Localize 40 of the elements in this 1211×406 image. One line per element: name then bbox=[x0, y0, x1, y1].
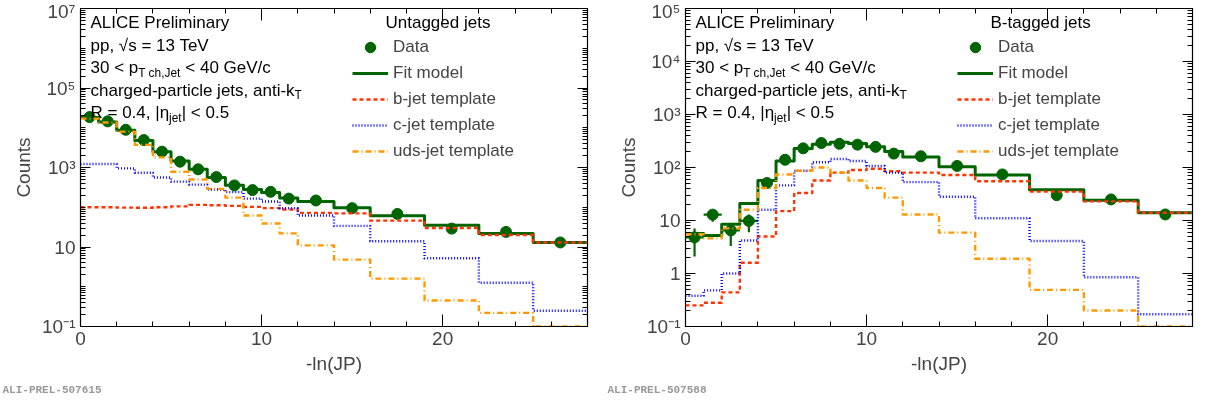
x-tick-label: 0 bbox=[75, 327, 86, 349]
text: ALI-PREL-507588 bbox=[607, 383, 707, 396]
y-tick-label: 10³ bbox=[48, 157, 76, 178]
legend-label: b-jet template bbox=[998, 89, 1101, 109]
legend-label: uds-jet template bbox=[393, 141, 514, 161]
x-tick-label: 20 bbox=[1037, 327, 1059, 349]
y-tick-label: 10² bbox=[653, 157, 681, 178]
y-tick-label: 10⁵ bbox=[46, 77, 76, 99]
y-tick-label: 10⁻¹ bbox=[42, 316, 76, 337]
x-tick-label: 20 bbox=[432, 327, 454, 349]
legend-label: Data bbox=[393, 37, 429, 57]
x-tick-label: 10 bbox=[251, 327, 273, 349]
annotation: Untagged jets bbox=[385, 13, 491, 32]
y-tick-label: 10⁴ bbox=[651, 51, 681, 72]
annotation: pp, √s = 13 TeV bbox=[90, 35, 210, 55]
y-tick-label: 10 bbox=[54, 236, 76, 258]
x-axis-title: -ln(JP) bbox=[911, 352, 967, 374]
y-axis-title: Counts bbox=[13, 137, 35, 198]
legend-label: Fit model bbox=[998, 63, 1068, 83]
y-tick-label: 1 bbox=[669, 263, 681, 284]
text: ALI-PREL-507615 bbox=[2, 383, 102, 396]
x-tick-label: 0 bbox=[680, 327, 691, 349]
legend-label: uds-jet template bbox=[998, 141, 1119, 161]
y-axis-title: Counts bbox=[618, 137, 640, 198]
y-tick-label: 10 bbox=[659, 210, 681, 231]
legend-label: Data bbox=[998, 37, 1034, 57]
y-tick-label: 10⁻¹ bbox=[647, 316, 681, 337]
legend-label: b-jet template bbox=[393, 89, 496, 109]
annotation: ALICE Preliminary bbox=[695, 13, 835, 32]
annotation: ALICE Preliminary bbox=[90, 13, 230, 32]
annotation: B-tagged jets bbox=[990, 13, 1091, 32]
legend-label: c-jet template bbox=[393, 115, 496, 135]
y-tick-label: 10⁷ bbox=[47, 0, 76, 22]
x-axis-title: -ln(JP) bbox=[306, 352, 362, 374]
legend-label: Fit model bbox=[393, 63, 463, 83]
y-tick-label: 10⁵ bbox=[651, 0, 681, 22]
y-tick-label: 10³ bbox=[653, 104, 681, 125]
x-tick-label: 10 bbox=[856, 327, 878, 349]
legend-label: c-jet template bbox=[998, 115, 1101, 135]
annotation: pp, √s = 13 TeV bbox=[695, 35, 815, 55]
